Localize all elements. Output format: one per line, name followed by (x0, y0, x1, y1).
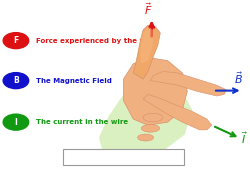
Polygon shape (143, 94, 212, 130)
Ellipse shape (138, 134, 154, 141)
Text: I: I (14, 118, 17, 127)
Polygon shape (141, 27, 153, 64)
Ellipse shape (141, 124, 160, 132)
Text: $\vec{I}$: $\vec{I}$ (241, 130, 248, 146)
Text: $\vec{B}$: $\vec{B}$ (234, 70, 242, 86)
FancyBboxPatch shape (63, 149, 184, 165)
Text: B: B (13, 76, 19, 85)
Polygon shape (124, 58, 187, 125)
Polygon shape (133, 25, 160, 79)
Polygon shape (150, 71, 226, 96)
Text: The current in the wire: The current in the wire (36, 119, 128, 125)
Text: Fig 1. Fleming's Left Hand Rule.: Fig 1. Fleming's Left Hand Rule. (71, 155, 176, 160)
Circle shape (3, 33, 29, 49)
Circle shape (3, 114, 29, 130)
Polygon shape (99, 82, 192, 161)
Text: Force experienced by the wire: Force experienced by the wire (36, 38, 157, 44)
Text: $\vec{F}$: $\vec{F}$ (144, 1, 152, 17)
Text: F: F (13, 36, 18, 45)
Circle shape (3, 73, 29, 89)
Ellipse shape (143, 113, 163, 122)
Text: The Magnetic Field: The Magnetic Field (36, 78, 112, 84)
